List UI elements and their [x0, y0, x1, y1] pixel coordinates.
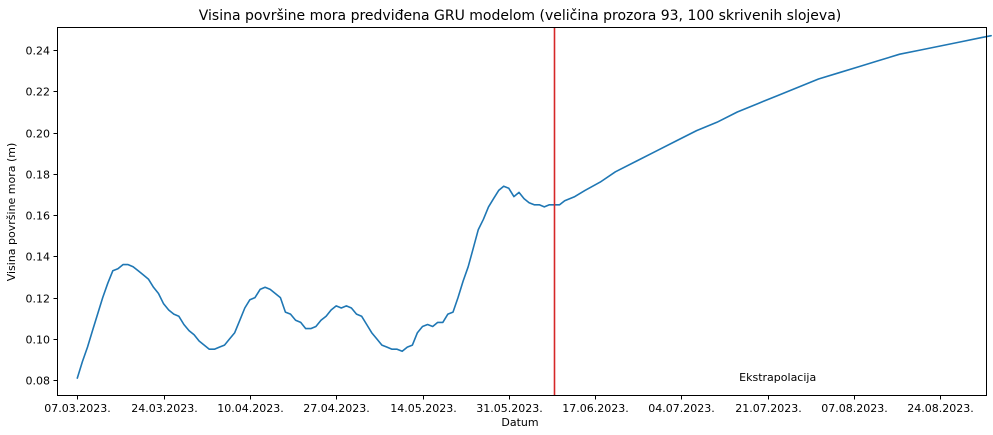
x-tick-label: 17.06.2023. [562, 402, 628, 415]
x-axis-label: Datum [501, 416, 538, 429]
extrapolation-annotation: Ekstrapolacija [739, 371, 816, 384]
series-line [76, 34, 992, 379]
y-tick-label: 0.10 [26, 334, 51, 347]
y-tick-label: 0.20 [26, 128, 51, 141]
y-tick-label: 0.14 [26, 251, 51, 264]
y-ticks: 0.08 0.10 0.12 0.14 0.16 0.18 0.20 0.22 0.24 [26, 45, 58, 388]
chart-title: Visina površine mora predviđena GRU mode… [199, 8, 842, 24]
plot-frame [57, 27, 987, 396]
y-tick-label: 0.16 [26, 210, 51, 223]
y-axis-label: Visina površine mora (m) [5, 143, 18, 282]
y-tick-label: 0.18 [26, 169, 51, 182]
x-tick-label: 21.07.2023. [735, 402, 801, 415]
y-tick-label: 0.24 [26, 45, 51, 58]
x-tick-label: 31.05.2023. [476, 402, 542, 415]
x-tick-label: 07.03.2023. [44, 402, 110, 415]
x-tick-label: 24.08.2023. [907, 402, 973, 415]
y-tick-label: 0.08 [26, 375, 51, 388]
x-tick-label: 07.08.2023. [821, 402, 887, 415]
y-tick-label: 0.22 [26, 86, 51, 99]
y-tick-label: 0.12 [26, 293, 51, 306]
x-tick-label: 04.07.2023. [648, 402, 714, 415]
x-ticks: 07.03.2023. 24.03.2023. 10.04.2023. 27.04.2… [44, 395, 974, 415]
x-tick-label: 10.04.2023. [217, 402, 283, 415]
x-tick-label: 14.05.2023. [390, 402, 456, 415]
x-tick-label: 27.04.2023. [303, 402, 369, 415]
x-tick-label: 24.03.2023. [131, 402, 197, 415]
